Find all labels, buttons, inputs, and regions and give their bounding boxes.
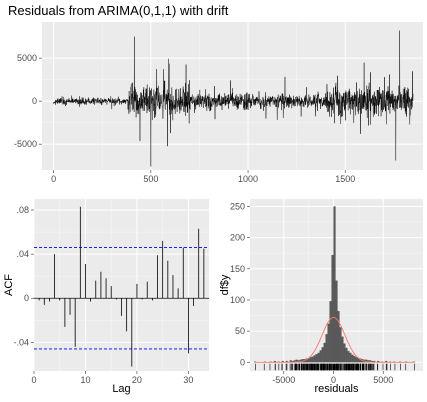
histogram-density-curve — [253, 316, 414, 363]
residuals-panel: 0 500 1000 1500 -5000 0 5000 — [14, 22, 423, 184]
residuals-x-tick-label: 1500 — [335, 174, 355, 184]
histogram-y-tick-label: 200 — [230, 233, 245, 243]
residuals-y-tick-label: 5000 — [17, 53, 37, 63]
histogram-y-tick-label: 150 — [230, 264, 245, 274]
histogram-bar — [319, 350, 322, 363]
residuals-y-tick-label: 0 — [32, 96, 37, 106]
histogram-bar — [313, 355, 316, 363]
histogram-y-tick-label: 250 — [230, 201, 245, 211]
residuals-y-tick-label: -5000 — [14, 139, 37, 149]
histogram-bar — [325, 334, 328, 363]
histogram-bar — [335, 280, 338, 363]
histogram-bar — [412, 361, 416, 363]
acf-y-tick-label: .04 — [16, 249, 29, 259]
histogram-bar — [315, 354, 318, 363]
histogram-bar — [353, 355, 356, 363]
histogram-rug — [255, 363, 415, 371]
histogram-bar — [347, 350, 350, 363]
acf-y-tick-label: 0 — [24, 293, 29, 303]
histogram-bar — [337, 311, 340, 363]
histogram-bar — [323, 342, 326, 363]
acf-x-tick-label: 30 — [183, 375, 193, 385]
histogram-bar — [317, 352, 320, 363]
residuals-x-tick-label: 1000 — [238, 174, 258, 184]
histogram-bar — [339, 327, 342, 363]
histogram-x-tick-label: -5000 — [272, 375, 295, 385]
histogram-bar — [349, 352, 352, 363]
histogram-y-tick-label: 0 — [240, 357, 245, 367]
histogram-bar — [343, 343, 346, 363]
histogram-bar — [327, 323, 330, 363]
acf-plot-background — [34, 199, 209, 371]
histogram-panel: -5000 0 5000 0 50 100 150 200 250 residuals df$y — [219, 199, 423, 395]
acf-panel: 0 10 20 30 -.04 0 .04 .08 Lag ACF — [3, 199, 209, 395]
acf-y-axis-label: ACF — [3, 274, 15, 296]
histogram-x-tick-label: 0 — [331, 375, 336, 385]
histogram-bar — [355, 357, 358, 363]
histogram-bar — [311, 356, 314, 363]
histogram-bar — [333, 206, 336, 363]
histogram-bar — [351, 354, 354, 363]
figure-title: Residuals from ARIMA(0,1,1) with drift — [8, 3, 229, 18]
histogram-y-tick-label: 50 — [235, 326, 245, 336]
acf-x-tick-label: 20 — [132, 375, 142, 385]
residuals-x-tick-label: 500 — [143, 174, 158, 184]
histogram-bar — [329, 301, 332, 363]
histogram-y-axis-label: df$y — [219, 274, 231, 295]
histogram-x-tick-label: 5000 — [373, 375, 393, 385]
acf-x-axis-label: Lag — [112, 383, 130, 395]
residuals-series-line — [53, 30, 414, 167]
acf-x-tick-label: 10 — [80, 375, 90, 385]
acf-x-tick-label: 0 — [31, 375, 36, 385]
residuals-x-tick-label: 0 — [51, 174, 56, 184]
acf-y-tick-label: .08 — [16, 205, 29, 215]
histogram-bar — [345, 347, 348, 363]
histogram-x-axis-label: residuals — [314, 383, 359, 395]
histogram-y-tick-label: 100 — [230, 295, 245, 305]
acf-y-tick-label: -.04 — [13, 337, 29, 347]
histogram-bar — [321, 347, 324, 363]
histogram-bar — [341, 336, 344, 363]
histogram-bar — [309, 357, 312, 363]
histogram-bar — [331, 254, 334, 363]
